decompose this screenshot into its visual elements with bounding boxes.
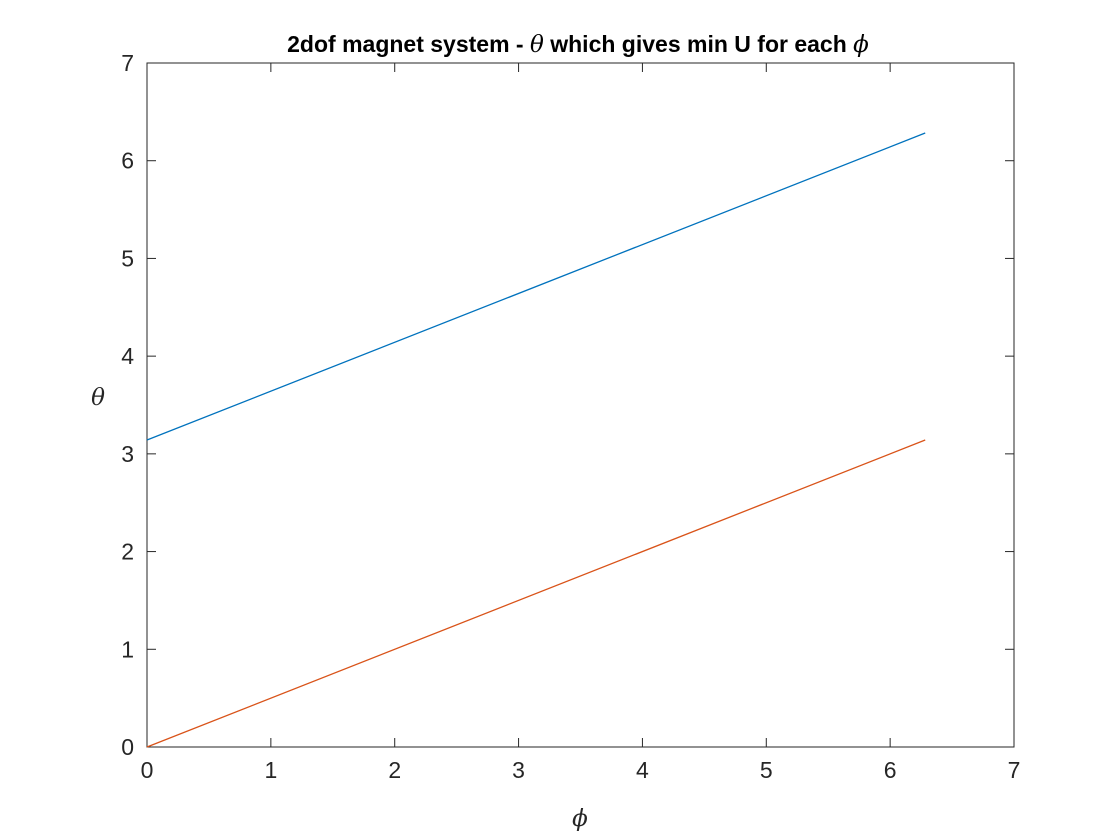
y-tick-label: 3 xyxy=(121,441,134,467)
y-axis-label: θ xyxy=(91,385,105,411)
y-tick-label: 2 xyxy=(121,539,134,565)
x-tick-label: 0 xyxy=(141,757,154,783)
series-line-theta-lower xyxy=(146,439,926,748)
y-tick-label: 1 xyxy=(121,636,134,662)
x-tick-label: 3 xyxy=(512,757,525,783)
x-axis-label: ϕ xyxy=(572,806,588,832)
y-tick-label: 4 xyxy=(121,343,134,369)
axes-box xyxy=(146,62,1015,748)
y-tick-label: 0 xyxy=(121,734,134,760)
title-theta-symbol: θ xyxy=(530,32,544,58)
y-tick-label: 6 xyxy=(121,148,134,174)
y-tick-label: 7 xyxy=(121,50,134,76)
title-prefix: 2dof magnet system - xyxy=(287,31,530,57)
title-phi-symbol: ϕ xyxy=(853,32,869,58)
title-middle: which gives min U for each xyxy=(544,31,853,57)
x-tick-label: 6 xyxy=(884,757,897,783)
x-tick-label: 1 xyxy=(264,757,277,783)
x-tick-label: 2 xyxy=(388,757,401,783)
plot-area: 0 1 2 3 4 5 6 7 0 1 2 3 4 5 6 7 xyxy=(121,50,1020,783)
x-tick-label: 4 xyxy=(636,757,649,783)
x-tick-label: 7 xyxy=(1008,757,1021,783)
chart-title: 2dof magnet system - θ which gives min U… xyxy=(287,31,869,58)
series-line-theta-upper xyxy=(146,132,926,441)
y-tick-label: 5 xyxy=(121,245,134,271)
x-tick-label: 5 xyxy=(760,757,773,783)
